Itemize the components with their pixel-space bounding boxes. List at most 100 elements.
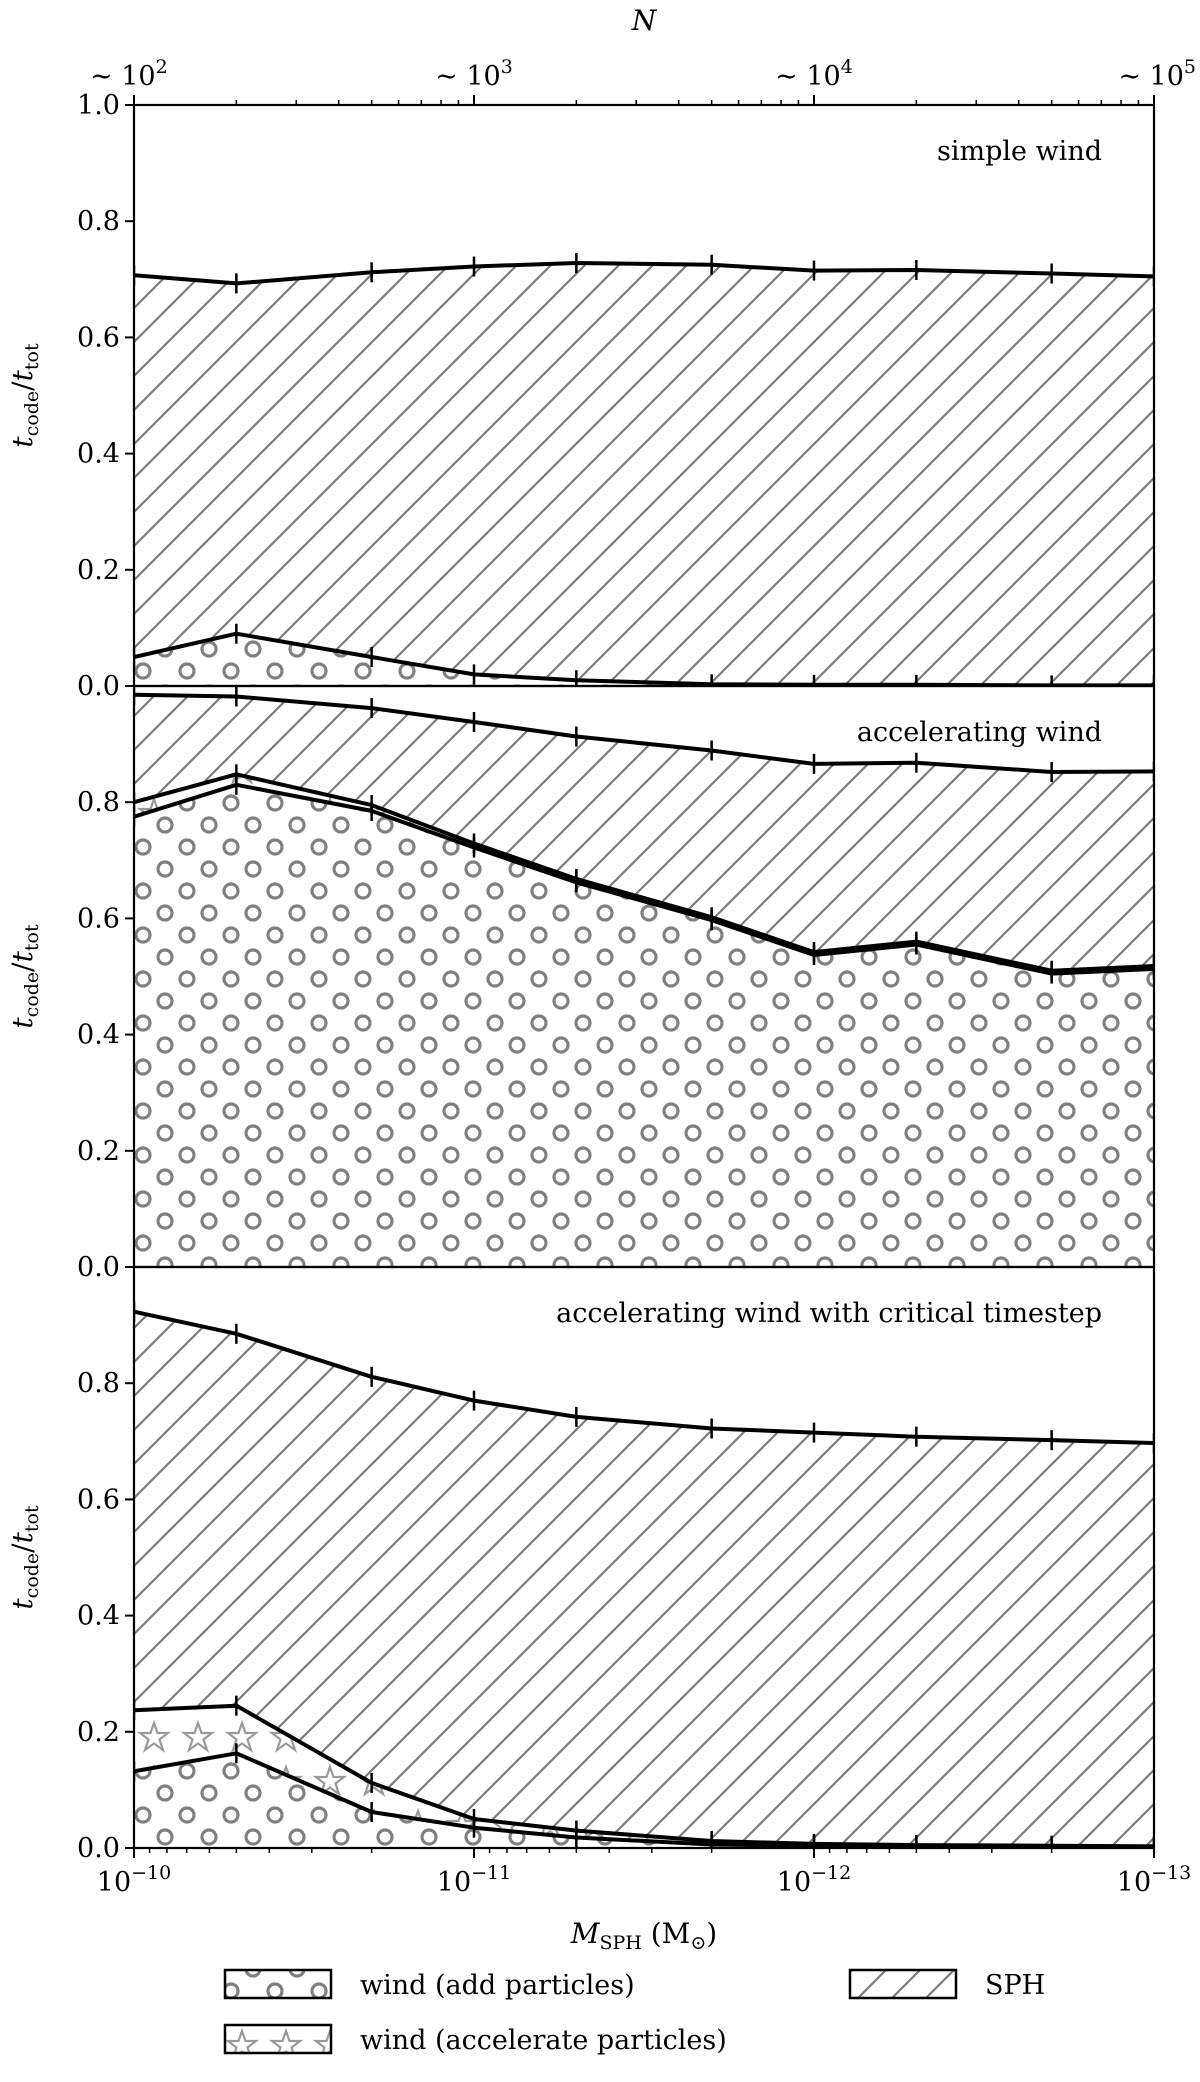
text-part: ∼	[775, 61, 806, 92]
legend-swatch	[223, 1968, 333, 2000]
y-tick-label: 0.6	[77, 903, 120, 934]
text-part: t	[6, 950, 39, 962]
text-part: ⊙	[690, 1932, 706, 1954]
text-part: )	[706, 1917, 717, 1950]
text-part: SPH	[599, 1932, 641, 1954]
legend-swatch	[848, 1968, 958, 2000]
series-line-2	[134, 692, 1154, 774]
area-stars-1	[134, 1705, 1154, 1848]
y-tick-label: 0.4	[77, 1020, 120, 1051]
text-part: 10	[437, 1867, 471, 1898]
x-tick-label: 10−12	[777, 1862, 851, 1898]
text-part: ∼	[1118, 61, 1149, 92]
y-tick-label: 0.4	[77, 1601, 120, 1632]
top-axis-label: N	[631, 4, 658, 37]
panel-frame	[132, 1265, 1156, 1850]
text-part: code	[21, 391, 43, 437]
text-part: /	[6, 962, 39, 972]
text-part: code	[21, 1553, 43, 1599]
y-tick-label: 0.6	[77, 322, 120, 353]
series-line-2	[134, 1309, 1154, 1445]
text-part: ∼	[90, 61, 121, 92]
panel-title: accelerating wind	[857, 717, 1102, 748]
x-tick-label: 10−10	[97, 1862, 171, 1898]
panel-2	[134, 1301, 1154, 1848]
text-part: 10	[1117, 1867, 1151, 1898]
top-tick-label: ∼ 102	[90, 56, 168, 92]
series-line-1	[134, 261, 1154, 286]
y-axis-label: tcode/ttot	[6, 1505, 43, 1610]
text-part: 10	[121, 61, 155, 92]
top-tick-label: ∼ 104	[775, 56, 853, 92]
text-part: t	[6, 1598, 39, 1610]
text-part: −11	[471, 1862, 511, 1884]
text-part: ∼	[435, 61, 466, 92]
x-tick-label: 10−13	[1117, 1862, 1191, 1898]
series-line-0	[134, 782, 1154, 976]
legend-label: wind (add particles)	[360, 1970, 635, 2001]
text-part: M	[570, 1917, 601, 1950]
y-tick-label: 0.2	[77, 1717, 120, 1748]
text-part: 3	[501, 56, 513, 78]
top-tick-label: ∼ 103	[435, 56, 513, 92]
legend: wind (add particles) SPH wind (accelerate …	[223, 1968, 1045, 2056]
y-tick-label: 0.0	[77, 1833, 120, 1864]
y-tick-label: 0.0	[77, 1252, 120, 1283]
legend-item-hatch: SPH	[848, 1968, 1045, 2001]
text-part: /	[6, 1543, 39, 1553]
text-part: tot	[21, 343, 43, 370]
y-tick-label: 1.0	[77, 90, 120, 121]
text-part: 10	[806, 61, 840, 92]
text-part: 10	[1150, 61, 1184, 92]
legend-label: wind (accelerate particles)	[360, 2025, 727, 2056]
y-tick-label: 0.2	[77, 1136, 120, 1167]
text-part: tot	[21, 1505, 43, 1532]
y-tick-label: 0.6	[77, 1484, 120, 1515]
y-tick-label: 0.8	[77, 1368, 120, 1399]
text-part: 10	[97, 1867, 131, 1898]
text-part: 2	[156, 56, 168, 78]
text-part: (M	[642, 1917, 691, 1950]
panel-0	[134, 253, 1154, 686]
area-hatch-1	[134, 263, 1154, 686]
area-circles-0	[134, 784, 1154, 1267]
panel-title: accelerating wind with critical timestep	[556, 1298, 1102, 1329]
y-axis-label: tcode/ttot	[6, 924, 43, 1029]
y-tick-label: 0.0	[77, 671, 120, 702]
top-tick-label: ∼ 105	[1118, 56, 1196, 92]
y-tick-label: 0.8	[77, 787, 120, 818]
y-tick-label: 0.2	[77, 555, 120, 586]
text-part: /	[6, 381, 39, 391]
text-part: code	[21, 972, 43, 1018]
text-part: tot	[21, 924, 43, 951]
text-part: t	[6, 1017, 39, 1029]
y-tick-label: 0.8	[77, 206, 120, 237]
legend-item-stars: wind (accelerate particles)	[223, 2023, 727, 2056]
legend-swatch	[223, 2023, 333, 2055]
text-part: −10	[131, 1862, 171, 1884]
panel-title: simple wind	[937, 136, 1102, 167]
panels-layer	[134, 253, 1154, 1848]
text-part: −13	[1151, 1862, 1191, 1884]
text-part: 10	[466, 61, 500, 92]
legend-item-circles: wind (add particles)	[223, 1968, 635, 2001]
x-tick-label: 10−11	[437, 1862, 511, 1898]
text-part: t	[6, 436, 39, 448]
legend-label: SPH	[985, 1970, 1045, 2001]
text-part: t	[6, 1531, 39, 1543]
area-circles-0	[134, 633, 1154, 686]
text-part: 5	[1184, 56, 1196, 78]
text-part: 10	[777, 1867, 811, 1898]
series-line-1	[134, 772, 1154, 973]
x-axis-label: MSPH (M⊙)	[570, 1917, 717, 1954]
text-part: −12	[811, 1862, 851, 1884]
text-part: 4	[841, 56, 853, 78]
panel-1	[134, 686, 1154, 1267]
area-hatch-2	[134, 1311, 1154, 1847]
y-tick-label: 0.4	[77, 439, 120, 470]
area-circles-0	[134, 1753, 1154, 1848]
y-axis-label: tcode/ttot	[6, 343, 43, 448]
series-line-1	[134, 1703, 1154, 1848]
